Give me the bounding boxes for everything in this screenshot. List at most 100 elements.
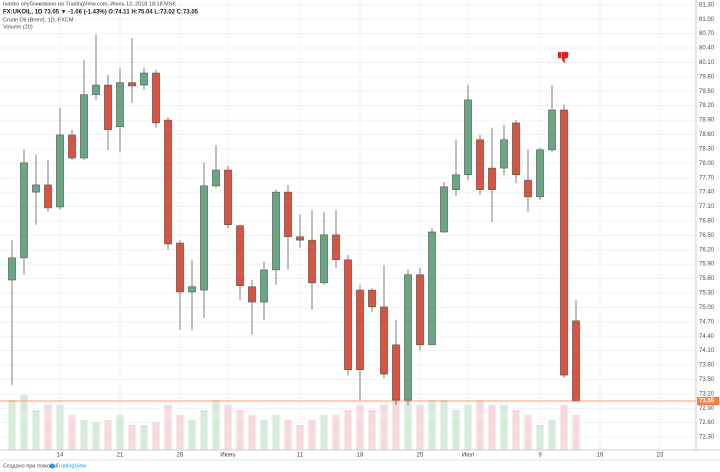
candle-body: [44, 184, 52, 209]
y-tick-label: 79.80: [699, 74, 715, 80]
candle-body: [404, 274, 412, 401]
candle-body: [80, 94, 88, 159]
volume-bar: [32, 410, 40, 450]
candle-body: [20, 162, 28, 259]
candle-body: [308, 239, 316, 284]
y-tick-label: 79.50: [699, 89, 715, 95]
candle-body: [164, 119, 172, 245]
volume-bar: [8, 400, 16, 450]
x-tick-label: 28: [177, 453, 184, 459]
x-tick-label: 14: [57, 453, 64, 459]
candle-body: [572, 320, 580, 402]
volume-bar: [260, 420, 268, 450]
candle-body: [128, 82, 136, 87]
volume-bar: [524, 415, 532, 450]
candle-body: [500, 139, 508, 169]
y-tick-label: 78.00: [699, 161, 715, 167]
volume-bar: [548, 420, 556, 450]
volume-bar: [68, 415, 76, 450]
volume-bar: [308, 420, 316, 450]
volume-bar: [380, 405, 388, 450]
candle-body: [116, 82, 124, 128]
candle-body: [320, 234, 328, 284]
candle-body: [380, 306, 388, 375]
y-tick-label: 75.00: [699, 305, 715, 311]
candle-body: [32, 184, 40, 193]
last-price-label: 73.05: [699, 399, 715, 405]
volume-bar: [296, 425, 304, 450]
author-line: Ivanko опубликовано на TradingView.com, …: [3, 1, 176, 7]
candle-body: [152, 72, 160, 124]
candle-body: [224, 169, 232, 226]
y-tick-label: 74.40: [699, 334, 715, 340]
volume-bar: [404, 400, 412, 450]
volume-bar: [344, 410, 352, 450]
y-tick-label: 81.00: [699, 17, 715, 23]
volume-bar: [140, 425, 148, 450]
volume-bar: [128, 425, 136, 450]
volume-bar: [20, 395, 28, 450]
volume-bar: [56, 405, 64, 450]
footer-brand[interactable]: TradingView: [56, 463, 86, 469]
y-tick-label: 81.30: [699, 2, 715, 8]
volume-bar: [212, 400, 220, 450]
volume-bar: [116, 415, 124, 450]
y-tick-label: 78.30: [699, 146, 715, 152]
candle-body: [104, 84, 112, 130]
y-tick-label: 75.30: [699, 291, 715, 297]
volume-bar: [452, 410, 460, 450]
candle-body: [92, 84, 100, 95]
candle-body: [464, 99, 472, 176]
candle-body: [488, 167, 496, 190]
volume-bar: [164, 405, 172, 450]
y-tick-label: 76.80: [699, 218, 715, 224]
candle-body: [536, 149, 544, 198]
candle-body: [188, 286, 196, 293]
candle-body: [212, 169, 220, 187]
volume-bar: [224, 405, 232, 450]
candle-body: [356, 289, 364, 371]
y-tick-label: 72.60: [699, 420, 715, 426]
candle-body: [512, 122, 520, 176]
thumbs-down-icon: [558, 52, 569, 63]
candle-body: [68, 134, 76, 159]
x-tick-label: 21: [117, 453, 124, 459]
candle-layer: [0, 34, 696, 405]
x-tick-label: 23: [657, 453, 664, 459]
x-tick-label: 25: [417, 453, 424, 459]
volume-bar: [332, 415, 340, 450]
volume-bar: [248, 415, 256, 450]
volume-bar: [236, 410, 244, 450]
candle-body: [368, 289, 376, 308]
y-tick-label: 72.90: [699, 406, 715, 412]
y-tick-label: 77.10: [699, 204, 715, 210]
last-price-box: [697, 397, 719, 406]
candle-body: [440, 186, 448, 233]
candle-body: [476, 139, 484, 190]
candle-body: [200, 185, 208, 291]
candle-body: [416, 274, 424, 346]
y-tick-label: 74.70: [699, 319, 715, 325]
volume-bar: [320, 415, 328, 450]
volume-bar: [368, 410, 376, 450]
candle-body: [332, 234, 340, 261]
y-tick-label: 80.40: [699, 46, 715, 52]
candle-body: [248, 286, 256, 303]
candle-body: [296, 236, 304, 241]
volume-bar: [272, 415, 280, 450]
x-tick-label: 11: [297, 453, 304, 459]
candle-body: [344, 259, 352, 371]
y-tick-label: 79.20: [699, 103, 715, 109]
candle-body: [260, 269, 268, 303]
volume-bar: [44, 405, 52, 450]
volume-bar: [176, 415, 184, 450]
volume-bar: [476, 400, 484, 450]
volume-bar: [104, 420, 112, 450]
x-tick-label: 9: [538, 453, 542, 459]
volume-bar: [464, 405, 472, 450]
y-tick-label: 77.40: [699, 190, 715, 196]
candle-body: [8, 257, 16, 281]
volume-bar: [512, 410, 520, 450]
y-tick-label: 75.60: [699, 276, 715, 282]
y-tick-label: 78.60: [699, 132, 715, 138]
